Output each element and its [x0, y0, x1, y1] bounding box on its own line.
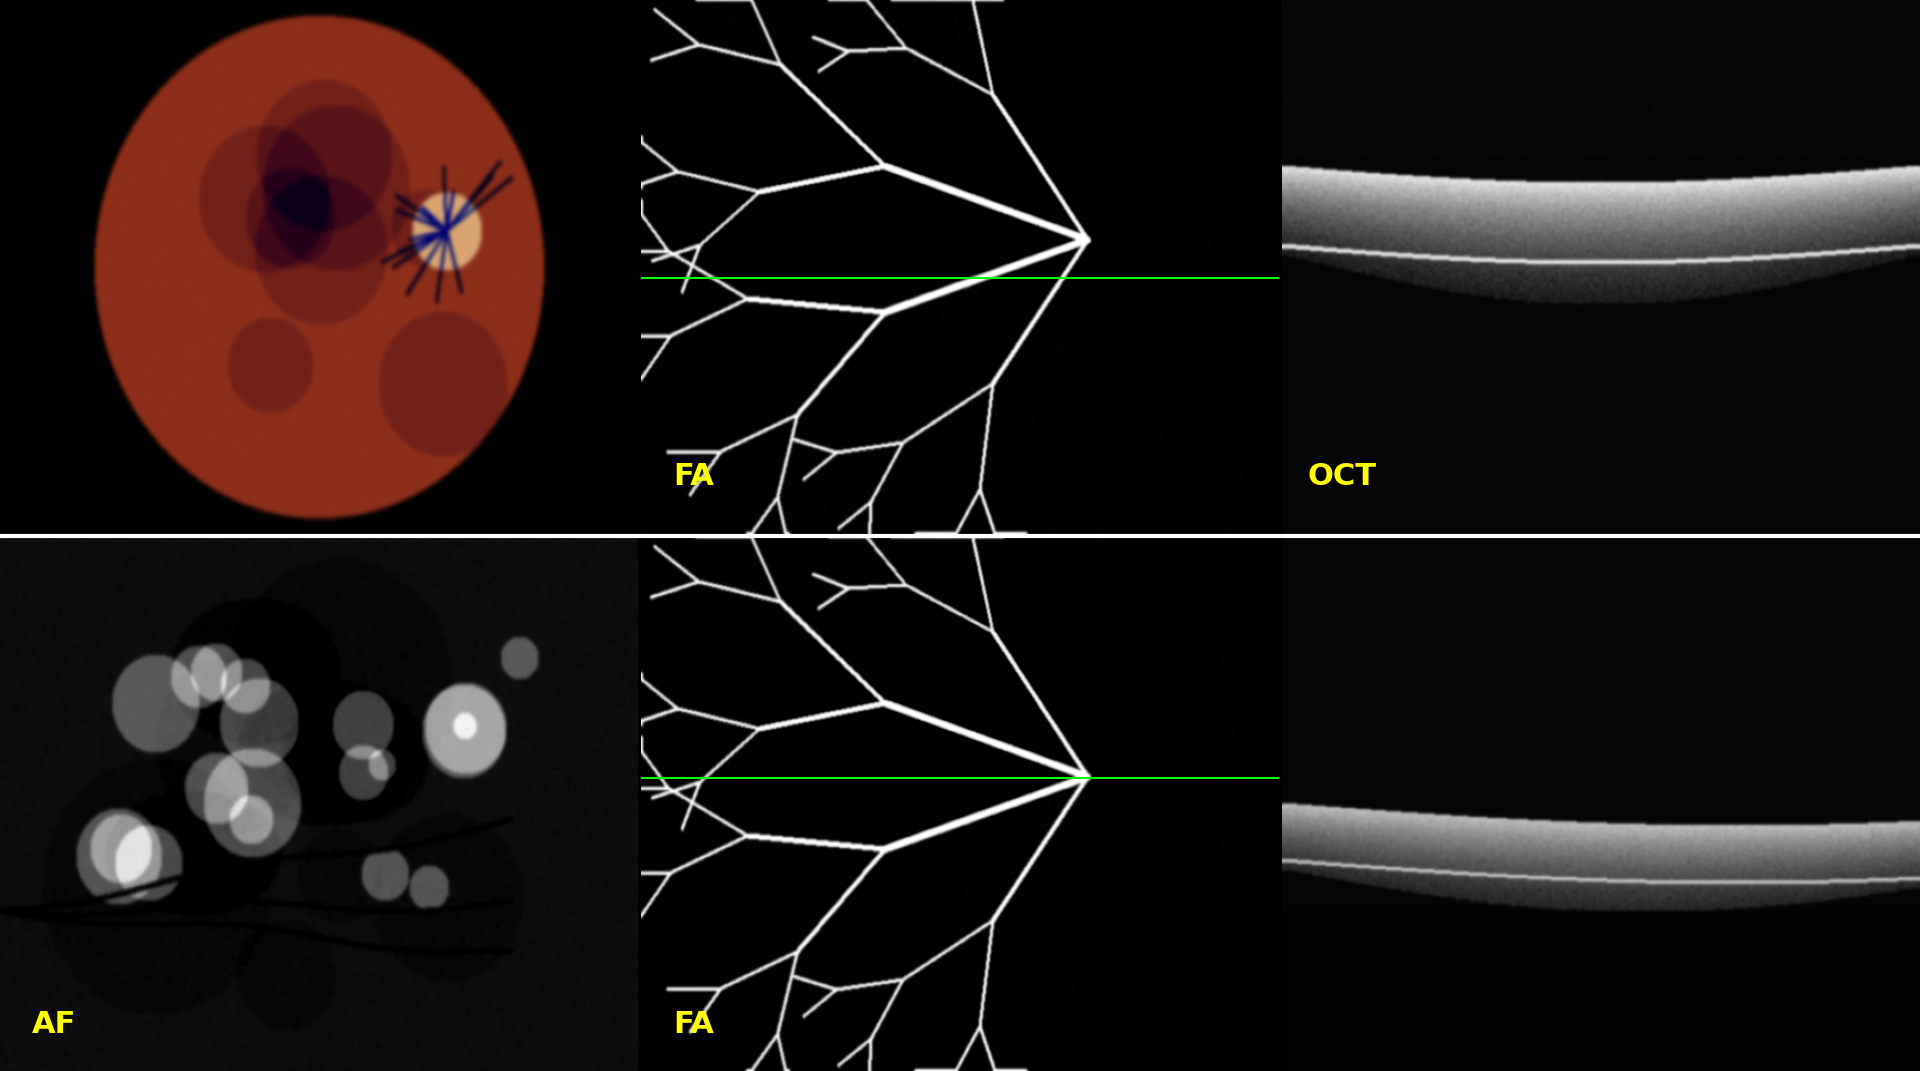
- Text: AF: AF: [33, 1010, 77, 1039]
- Text: FA: FA: [672, 1010, 714, 1039]
- Text: OCT: OCT: [1308, 463, 1377, 492]
- Text: FA: FA: [672, 463, 714, 492]
